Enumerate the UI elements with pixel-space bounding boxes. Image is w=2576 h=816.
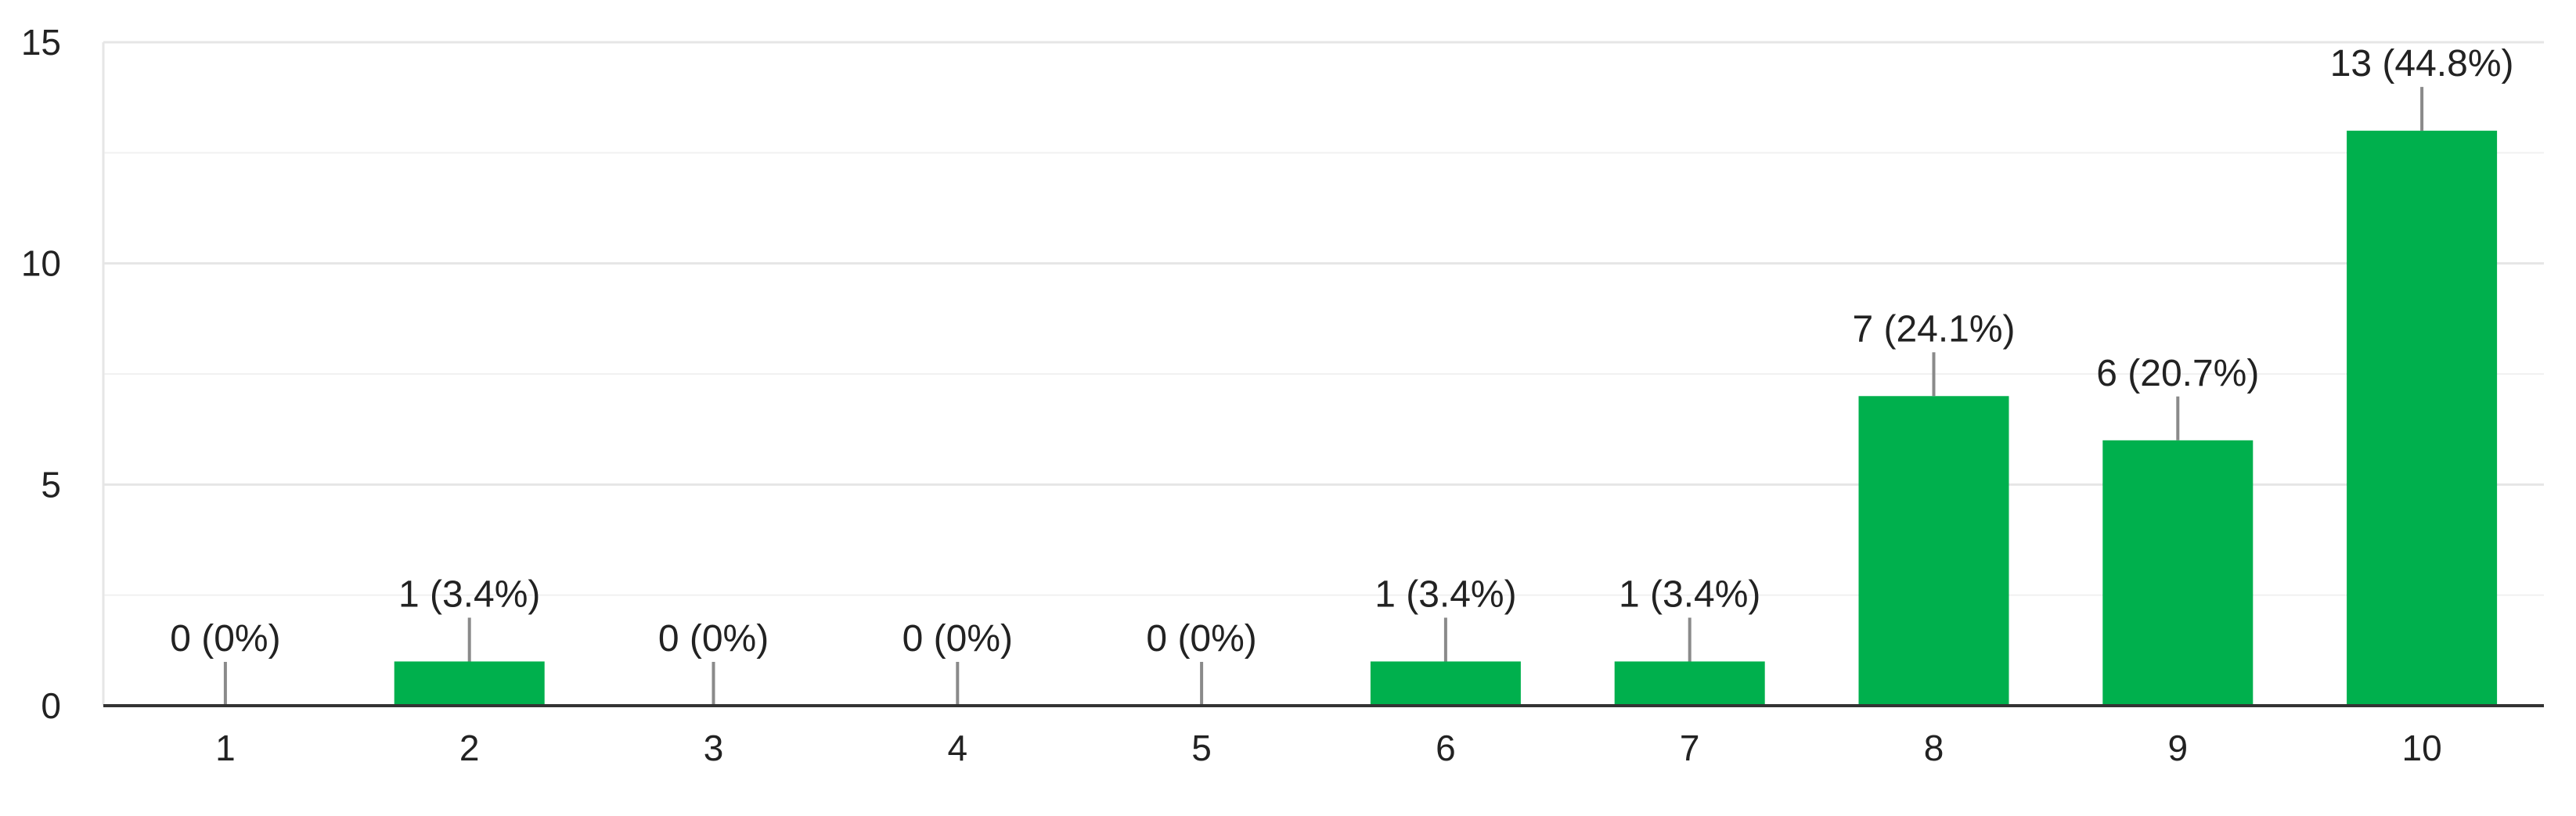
bar [2102,440,2254,706]
x-tick-label: 4 [948,728,968,768]
bar [1370,661,1521,706]
data-label: 0 (0%) [903,618,1013,660]
x-tick-label: 1 [215,728,236,768]
data-label: 1 (3.4%) [1374,573,1516,615]
x-tick-label: 5 [1191,728,1212,768]
data-labels: 0 (0%) 1 (3.4%) 0 (0%) 0 (0%) 0 (0%) 1 (3.4%)… [170,43,2513,660]
x-axis-ticks: 1 2 3 4 5 6 7 8 9 10 [215,728,2442,768]
bar [394,661,545,706]
bars [394,131,2498,706]
x-tick-label: 2 [459,728,480,768]
y-tick-label: 5 [41,464,61,505]
bar [1858,396,2009,706]
bar [1614,661,1765,706]
data-label: 7 (24.1%) [1852,308,2015,350]
data-label: 0 (0%) [170,618,280,660]
x-tick-label: 6 [1436,728,1456,768]
bar [2347,131,2498,706]
y-tick-label: 10 [21,243,61,284]
x-tick-label: 10 [2402,728,2442,768]
data-label: 6 (20.7%) [2096,353,2259,394]
x-tick-label: 7 [1680,728,1700,768]
y-axis-ticks: 0 5 10 15 [21,22,61,726]
x-tick-label: 3 [704,728,724,768]
data-label: 1 (3.4%) [398,573,540,615]
data-label: 1 (3.4%) [1619,573,1760,615]
x-tick-label: 9 [2168,728,2189,768]
label-leaders [223,87,2424,706]
data-label: 13 (44.8%) [2330,43,2514,84]
data-label: 0 (0%) [1146,618,1256,660]
y-tick-label: 0 [41,685,61,726]
x-tick-label: 8 [1924,728,1944,768]
y-tick-label: 15 [21,22,61,63]
data-label: 0 (0%) [658,618,769,660]
